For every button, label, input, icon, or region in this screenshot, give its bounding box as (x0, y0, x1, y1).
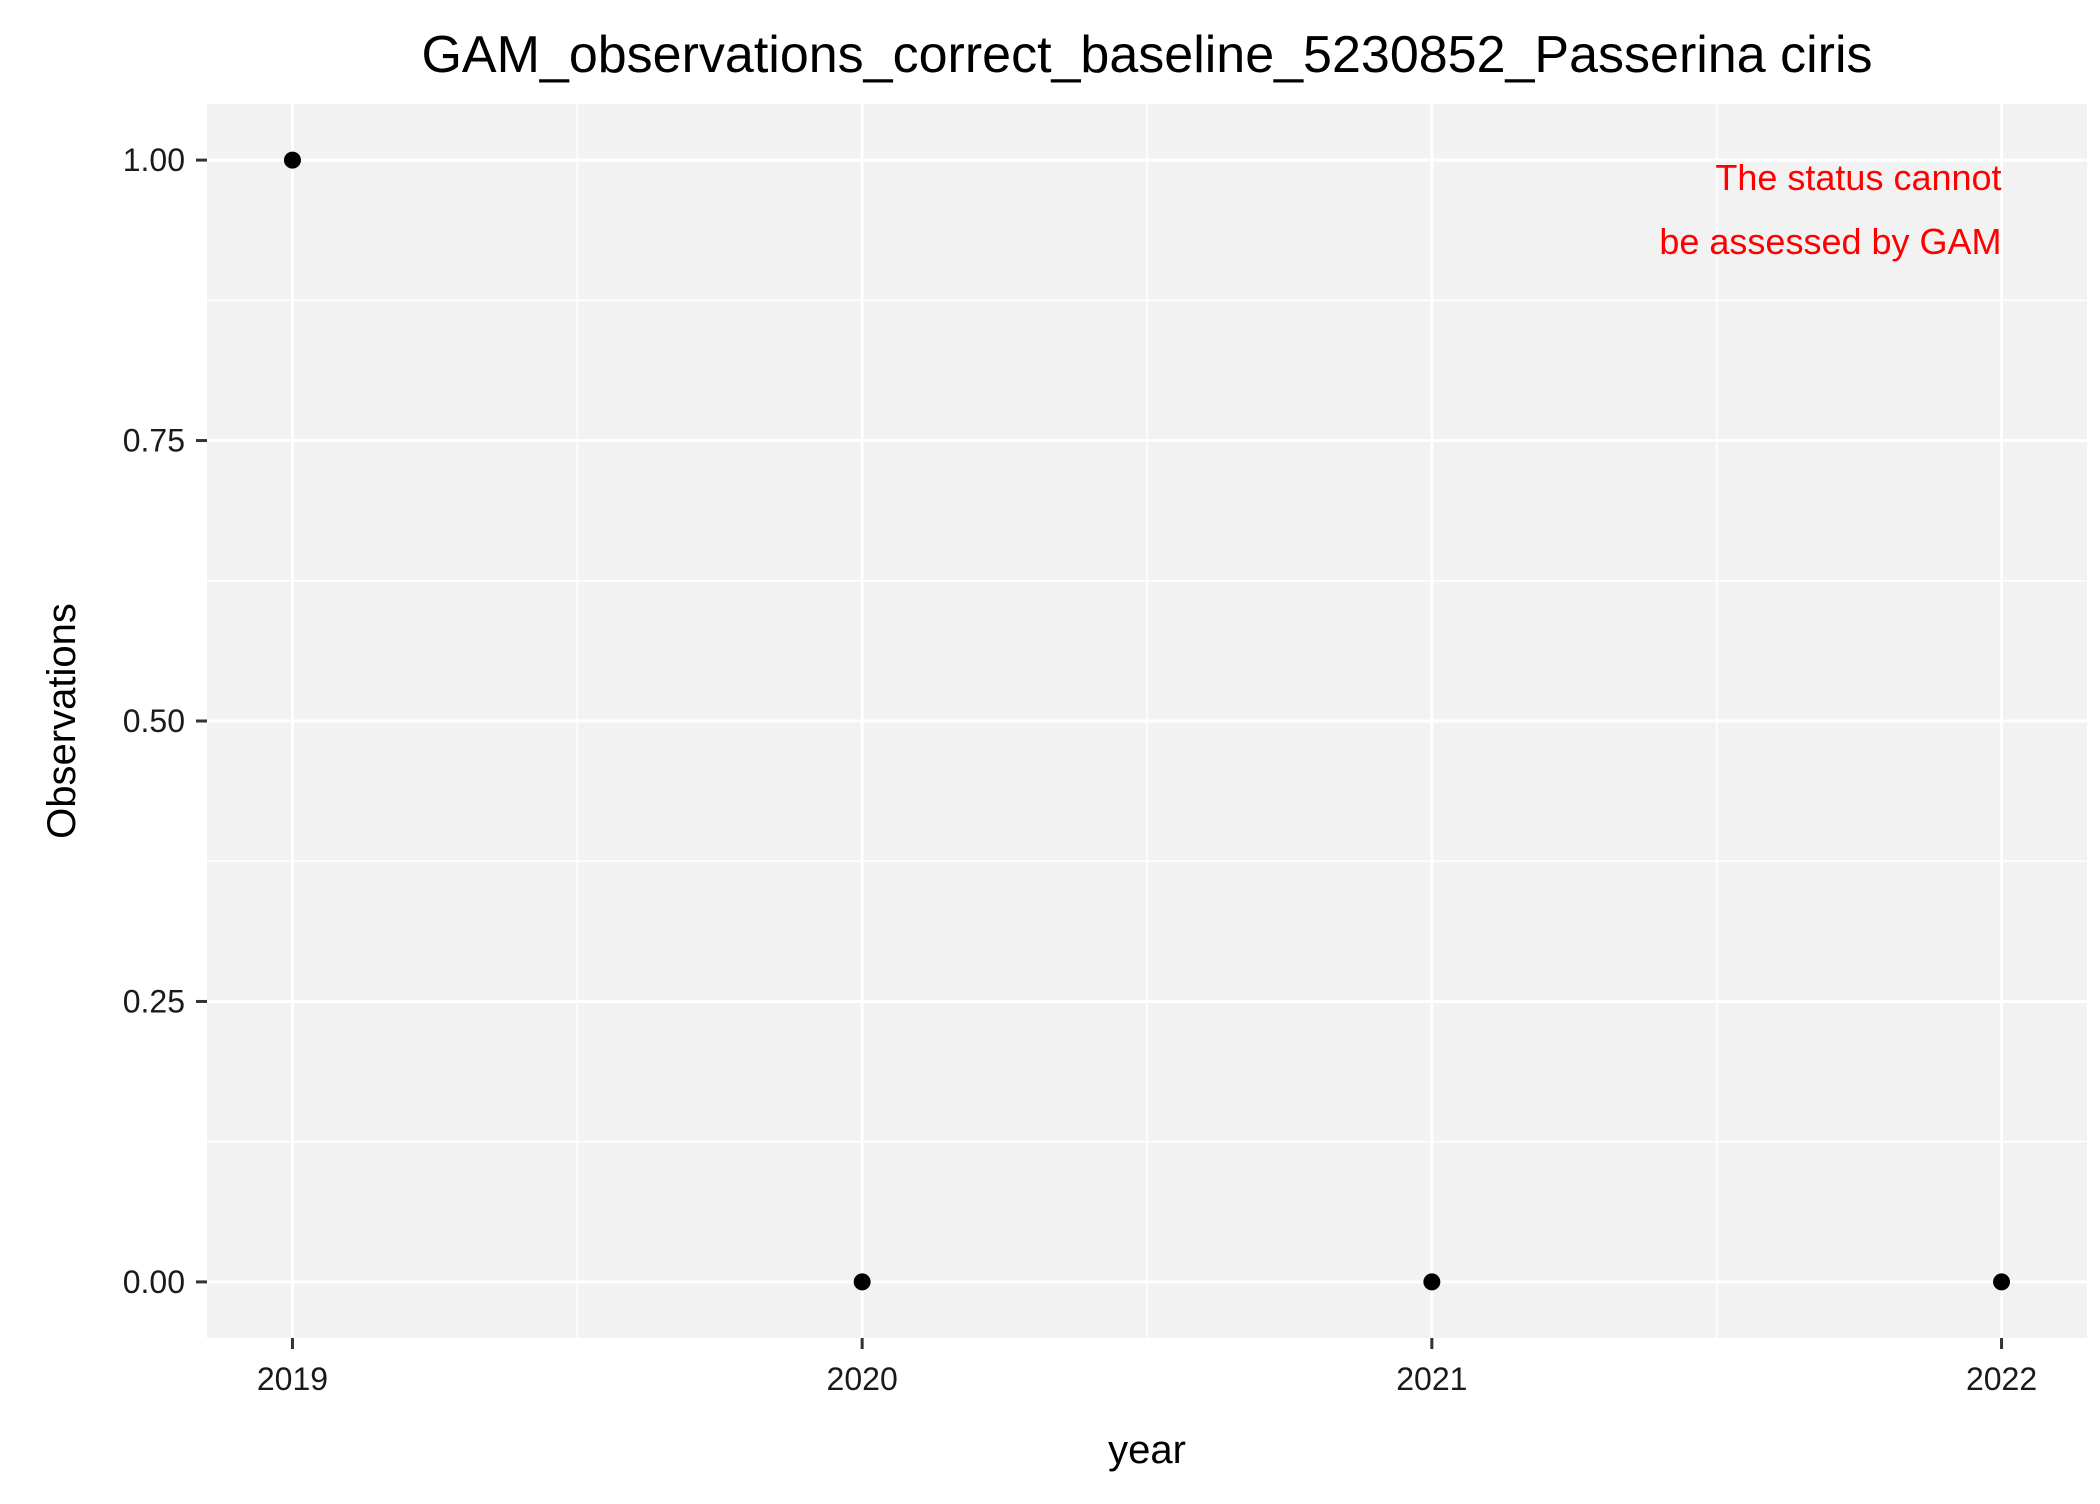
data-point (853, 1273, 871, 1291)
x-tick-label: 2020 (827, 1361, 898, 1397)
grid-major (207, 104, 2087, 1338)
data-points (283, 151, 2011, 1291)
y-axis-title: Observations (40, 603, 84, 839)
x-tick-label: 2021 (1396, 1361, 1467, 1397)
y-tick-label: 0.25 (123, 983, 185, 1019)
y-tick-label: 0.50 (123, 703, 185, 739)
data-point (283, 151, 301, 169)
y-tick-label: 0.00 (123, 1264, 185, 1300)
x-tick-label: 2019 (257, 1361, 328, 1397)
annotation: The status cannot be assessed by GAM (1659, 157, 2001, 262)
x-axis-title: year (1108, 1428, 1186, 1472)
data-point (1423, 1273, 1441, 1291)
x-tick-label: 2022 (1966, 1361, 2037, 1397)
data-point (1993, 1273, 2011, 1291)
y-tick-label: 0.75 (123, 423, 185, 459)
x-axis: 2019 2020 2021 2022 (257, 1338, 2037, 1397)
chart-title: GAM_observations_correct_baseline_523085… (421, 26, 1872, 84)
annotation-line: be assessed by GAM (1659, 221, 2001, 262)
annotation-line: The status cannot (1715, 157, 2001, 198)
y-axis: 0.00 0.25 0.50 0.75 1.00 (123, 142, 207, 1300)
y-tick-label: 1.00 (123, 142, 185, 178)
